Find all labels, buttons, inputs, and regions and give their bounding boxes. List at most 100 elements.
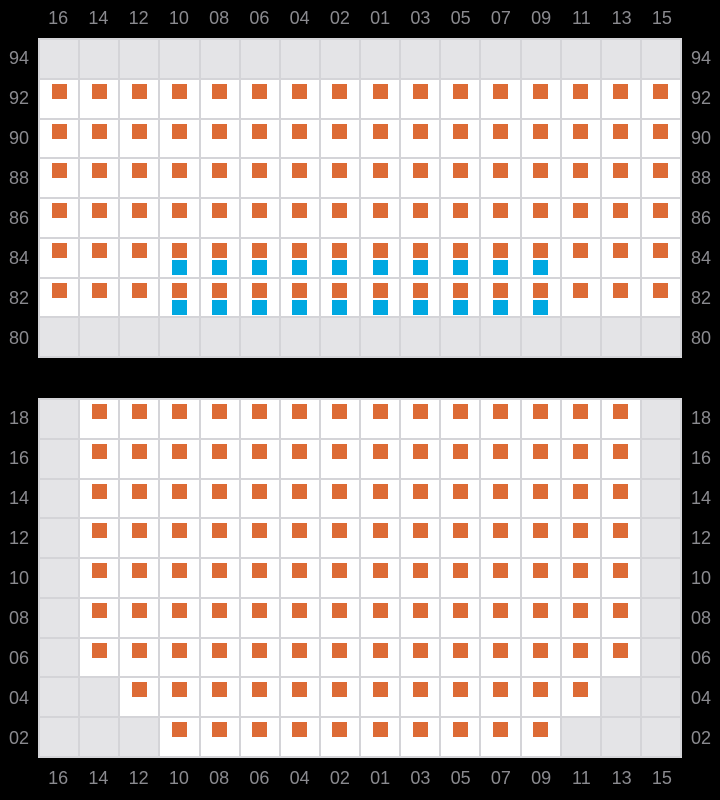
seat-cell[interactable]	[361, 159, 400, 197]
seat-cell[interactable]	[120, 238, 159, 277]
seat-cell[interactable]	[200, 278, 239, 317]
seat-cell[interactable]	[521, 199, 560, 237]
seat-cell[interactable]	[80, 278, 119, 317]
seat-cell[interactable]	[481, 238, 520, 277]
seat-cell[interactable]	[481, 519, 520, 558]
seat-cell[interactable]	[521, 159, 560, 197]
seat-cell[interactable]	[280, 678, 319, 717]
seat-cell[interactable]	[521, 400, 560, 438]
seat-cell[interactable]	[521, 119, 560, 158]
seat-cell[interactable]	[401, 238, 440, 277]
seat-cell[interactable]	[160, 199, 199, 237]
seat-cell[interactable]	[561, 479, 600, 518]
seat-cell[interactable]	[120, 638, 159, 677]
seat-cell[interactable]	[401, 718, 440, 756]
seat-cell[interactable]	[521, 519, 560, 558]
seat-cell[interactable]	[40, 199, 79, 237]
seat-cell[interactable]	[361, 678, 400, 717]
seat-cell[interactable]	[80, 439, 119, 478]
seat-cell[interactable]	[80, 119, 119, 158]
seat-cell[interactable]	[40, 159, 79, 197]
seat-cell[interactable]	[441, 79, 480, 118]
seat-cell[interactable]	[200, 159, 239, 197]
seat-cell[interactable]	[481, 79, 520, 118]
seat-cell[interactable]	[561, 559, 600, 597]
seat-cell[interactable]	[280, 519, 319, 558]
seat-cell[interactable]	[240, 638, 279, 677]
seat-cell[interactable]	[240, 678, 279, 717]
seat-cell[interactable]	[320, 238, 359, 277]
seat-cell[interactable]	[641, 199, 680, 237]
seat-cell[interactable]	[361, 559, 400, 597]
seat-cell[interactable]	[441, 199, 480, 237]
seat-cell[interactable]	[361, 238, 400, 277]
seat-cell[interactable]	[80, 559, 119, 597]
seat-cell[interactable]	[200, 718, 239, 756]
seat-cell[interactable]	[361, 638, 400, 677]
seat-cell[interactable]	[320, 479, 359, 518]
seat-cell[interactable]	[561, 278, 600, 317]
seat-cell[interactable]	[561, 79, 600, 118]
seat-cell[interactable]	[240, 718, 279, 756]
seat-cell[interactable]	[240, 159, 279, 197]
seat-cell[interactable]	[521, 238, 560, 277]
seat-cell[interactable]	[441, 598, 480, 637]
seat-cell[interactable]	[320, 79, 359, 118]
seat-cell[interactable]	[561, 519, 600, 558]
seat-cell[interactable]	[601, 278, 640, 317]
seat-cell[interactable]	[120, 479, 159, 518]
seat-cell[interactable]	[320, 278, 359, 317]
seat-cell[interactable]	[280, 238, 319, 277]
seat-cell[interactable]	[280, 199, 319, 237]
seat-cell[interactable]	[240, 278, 279, 317]
seat-cell[interactable]	[521, 559, 560, 597]
seat-cell[interactable]	[160, 638, 199, 677]
seat-cell[interactable]	[601, 559, 640, 597]
seat-cell[interactable]	[441, 479, 480, 518]
seat-cell[interactable]	[601, 238, 640, 277]
seat-cell[interactable]	[280, 159, 319, 197]
seat-cell[interactable]	[601, 519, 640, 558]
seat-cell[interactable]	[240, 559, 279, 597]
seat-cell[interactable]	[401, 278, 440, 317]
seat-cell[interactable]	[320, 400, 359, 438]
seat-cell[interactable]	[561, 638, 600, 677]
seat-cell[interactable]	[521, 638, 560, 677]
seat-cell[interactable]	[280, 79, 319, 118]
seat-cell[interactable]	[240, 519, 279, 558]
seat-cell[interactable]	[200, 238, 239, 277]
seat-cell[interactable]	[601, 479, 640, 518]
seat-cell[interactable]	[441, 400, 480, 438]
seat-cell[interactable]	[441, 119, 480, 158]
seat-cell[interactable]	[200, 598, 239, 637]
seat-cell[interactable]	[240, 479, 279, 518]
seat-cell[interactable]	[160, 718, 199, 756]
seat-cell[interactable]	[561, 678, 600, 717]
seat-cell[interactable]	[641, 159, 680, 197]
seat-cell[interactable]	[561, 159, 600, 197]
seat-cell[interactable]	[280, 119, 319, 158]
seat-cell[interactable]	[160, 400, 199, 438]
seat-cell[interactable]	[361, 718, 400, 756]
seat-cell[interactable]	[601, 79, 640, 118]
seat-cell[interactable]	[601, 638, 640, 677]
seat-cell[interactable]	[200, 479, 239, 518]
seat-cell[interactable]	[401, 159, 440, 197]
seat-cell[interactable]	[120, 519, 159, 558]
seat-cell[interactable]	[401, 119, 440, 158]
seat-cell[interactable]	[160, 439, 199, 478]
seat-cell[interactable]	[441, 718, 480, 756]
seat-cell[interactable]	[441, 238, 480, 277]
seat-cell[interactable]	[441, 439, 480, 478]
seat-cell[interactable]	[320, 718, 359, 756]
seat-cell[interactable]	[401, 519, 440, 558]
seat-cell[interactable]	[80, 238, 119, 277]
seat-cell[interactable]	[280, 598, 319, 637]
seat-cell[interactable]	[120, 119, 159, 158]
seat-cell[interactable]	[80, 79, 119, 118]
seat-cell[interactable]	[160, 559, 199, 597]
seat-cell[interactable]	[280, 559, 319, 597]
seat-cell[interactable]	[200, 638, 239, 677]
seat-cell[interactable]	[361, 199, 400, 237]
seat-cell[interactable]	[120, 400, 159, 438]
